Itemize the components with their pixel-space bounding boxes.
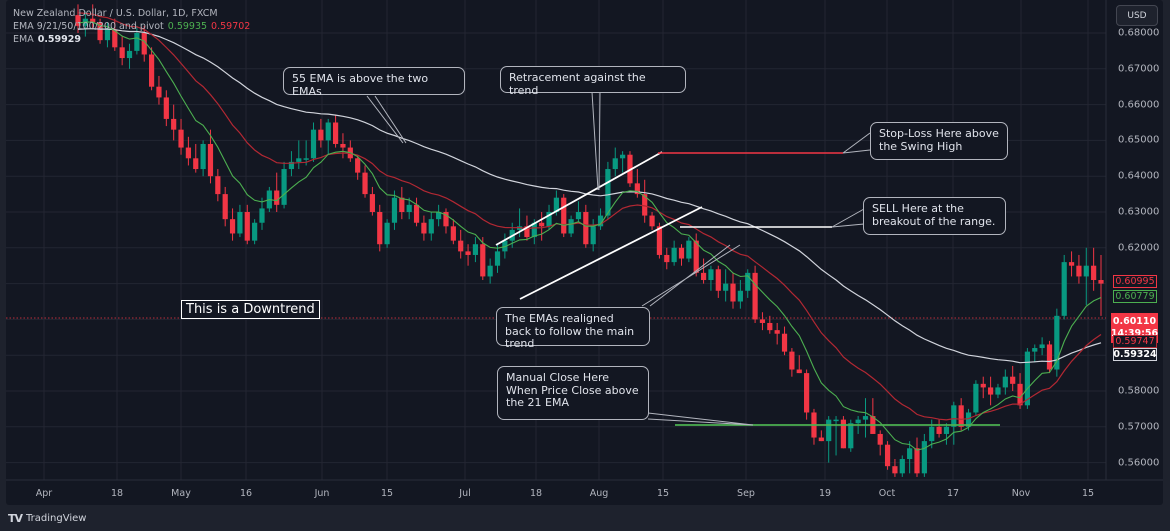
callout-sell[interactable]: SELL Here at the breakout of the range. <box>863 197 1006 235</box>
time-axis-label: 15 <box>656 488 670 499</box>
drawings <box>366 91 1000 426</box>
channel-upper-line <box>495 151 663 246</box>
downtrend-label[interactable]: This is a Downtrend <box>181 300 320 319</box>
callout-realigned[interactable]: The EMAs realigned back to follow the ma… <box>496 307 650 350</box>
currency-button[interactable]: USD <box>1116 5 1158 26</box>
ema-21-line <box>77 12 1102 421</box>
brand-name: TradingView <box>26 513 87 524</box>
time-axis-label: Sep <box>737 488 755 499</box>
tradingview-brand[interactable]: TV TradingView <box>8 512 86 525</box>
callout-ema55[interactable]: 55 EMA is above the two EMAs <box>283 67 465 97</box>
time-axis-label: Jul <box>459 488 471 499</box>
price-tag-ema-21: 0.59747 <box>1113 335 1157 348</box>
time-axis-label: Nov <box>1011 488 1031 499</box>
bar-countdown: 14:39:56 <box>1110 328 1159 339</box>
tradingview-logo-icon: TV <box>8 512 23 525</box>
indicator-value: 0.59929 <box>37 34 81 45</box>
chart-legend: New Zealand Dollar / U.S. Dollar, 1D, FX… <box>13 7 250 46</box>
indicator-ema-multi[interactable]: EMA 9/21/50/100/200 and pivot 0.59935 0.59… <box>13 20 250 33</box>
price-axis-label: 0.67000 <box>1118 63 1160 75</box>
price-axis-label: 0.65000 <box>1118 134 1160 146</box>
price-axis-label: 0.63000 <box>1118 206 1160 218</box>
last-price: 0.60110 <box>1112 316 1157 327</box>
ema-55-line <box>77 28 1102 364</box>
price-axis-label: 0.68000 <box>1118 27 1160 39</box>
callout-stop-loss[interactable]: Stop-Loss Here above the Swing High <box>870 122 1008 160</box>
ema-fast-line <box>77 21 1102 451</box>
time-axis-label: 15 <box>380 488 394 499</box>
indicator-name: EMA <box>13 34 34 45</box>
time-axis-label: 19 <box>818 488 832 499</box>
price-tag-high: 0.60995 <box>1113 275 1157 288</box>
indicator-value-red: 0.59702 <box>211 21 251 32</box>
symbol-title[interactable]: New Zealand Dollar / U.S. Dollar, 1D, FX… <box>13 8 218 19</box>
time-axis-label: 16 <box>239 488 253 499</box>
price-axis-label: 0.56000 <box>1118 457 1160 469</box>
time-axis-label: Jun <box>314 488 330 499</box>
time-axis-label: 18 <box>529 488 543 499</box>
price-axis-label: 0.57000 <box>1118 421 1160 433</box>
price-axis-label: 0.58000 <box>1118 385 1160 397</box>
price-axis-label: 0.64000 <box>1118 170 1160 182</box>
time-axis-label: Oct <box>878 488 896 499</box>
callout-retracement[interactable]: Retracement against the trend <box>500 66 686 96</box>
time-axis-label: Apr <box>35 488 53 499</box>
price-tag-ema-55: 0.59324 <box>1113 348 1157 361</box>
price-axis-label: 0.66000 <box>1118 99 1160 111</box>
time-axis-label: Aug <box>589 488 609 499</box>
time-axis-label: 18 <box>110 488 124 499</box>
price-tag-ema-fast: 0.60779 <box>1113 290 1157 303</box>
indicator-name: EMA 9/21/50/100/200 and pivot <box>13 21 164 32</box>
time-axis-label: 15 <box>1081 488 1095 499</box>
price-axis-label: 0.62000 <box>1118 242 1160 254</box>
time-axis-label: 17 <box>946 488 960 499</box>
callout-manual-close[interactable]: Manual Close Here When Price Close above… <box>497 366 649 420</box>
indicator-value-green: 0.59935 <box>167 21 208 32</box>
indicator-ema[interactable]: EMA 0.59929 <box>13 33 250 46</box>
channel-lower-line <box>519 206 703 300</box>
time-axis-label: May <box>171 488 191 499</box>
